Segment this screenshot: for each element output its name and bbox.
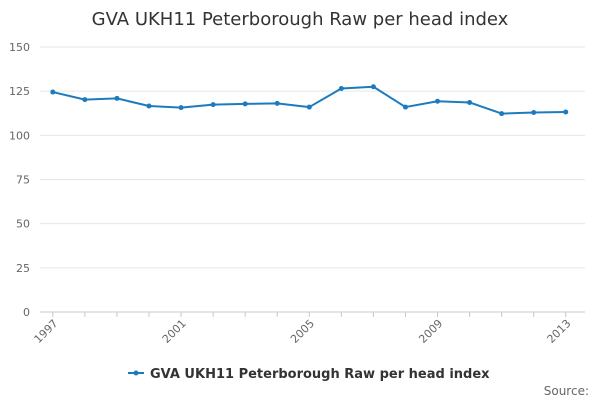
data-point[interactable] xyxy=(370,84,376,90)
x-tick-label: 2009 xyxy=(416,317,445,346)
data-point[interactable] xyxy=(178,105,184,111)
y-tick-label: 150 xyxy=(9,41,30,54)
y-tick-label: 125 xyxy=(9,85,30,98)
data-point[interactable] xyxy=(274,100,280,106)
data-point[interactable] xyxy=(146,103,152,109)
y-tick-label: 75 xyxy=(16,174,30,187)
x-axis-ticks: 1997 2001 2005 2009 2013 xyxy=(32,312,574,346)
source-label[interactable]: Source: xyxy=(544,384,589,398)
y-tick-label: 50 xyxy=(16,218,30,231)
data-point[interactable] xyxy=(499,111,505,117)
grid-lines xyxy=(40,46,585,313)
data-point[interactable] xyxy=(306,104,312,110)
data-point[interactable] xyxy=(82,97,88,103)
y-tick-label: 25 xyxy=(16,262,30,275)
data-point[interactable] xyxy=(50,89,56,95)
data-point[interactable] xyxy=(114,95,120,101)
x-tick-label: 2013 xyxy=(545,317,574,346)
legend-entry[interactable]: GVA UKH11 Peterborough Raw per head inde… xyxy=(150,367,490,382)
data-point[interactable] xyxy=(338,86,344,92)
data-point[interactable] xyxy=(210,102,216,108)
data-point[interactable] xyxy=(467,99,473,105)
data-point[interactable] xyxy=(531,110,537,116)
x-tick-label: 1997 xyxy=(32,317,61,346)
series-layer xyxy=(50,84,569,117)
legend[interactable]: GVA UKH11 Peterborough Raw per head inde… xyxy=(128,367,490,382)
data-point[interactable] xyxy=(242,101,248,107)
legend-dot-marker xyxy=(133,370,139,376)
y-tick-label: 100 xyxy=(9,129,30,142)
data-point[interactable] xyxy=(402,104,408,110)
y-tick-label: 0 xyxy=(23,306,30,319)
data-point[interactable] xyxy=(435,98,441,104)
x-tick-label: 2001 xyxy=(160,317,189,346)
x-tick-label: 2005 xyxy=(288,317,317,346)
data-point[interactable] xyxy=(563,109,569,115)
chart-title: GVA UKH11 Peterborough Raw per head inde… xyxy=(92,9,509,30)
y-axis-ticks: 0 25 50 75 100 125 150 xyxy=(9,41,30,319)
